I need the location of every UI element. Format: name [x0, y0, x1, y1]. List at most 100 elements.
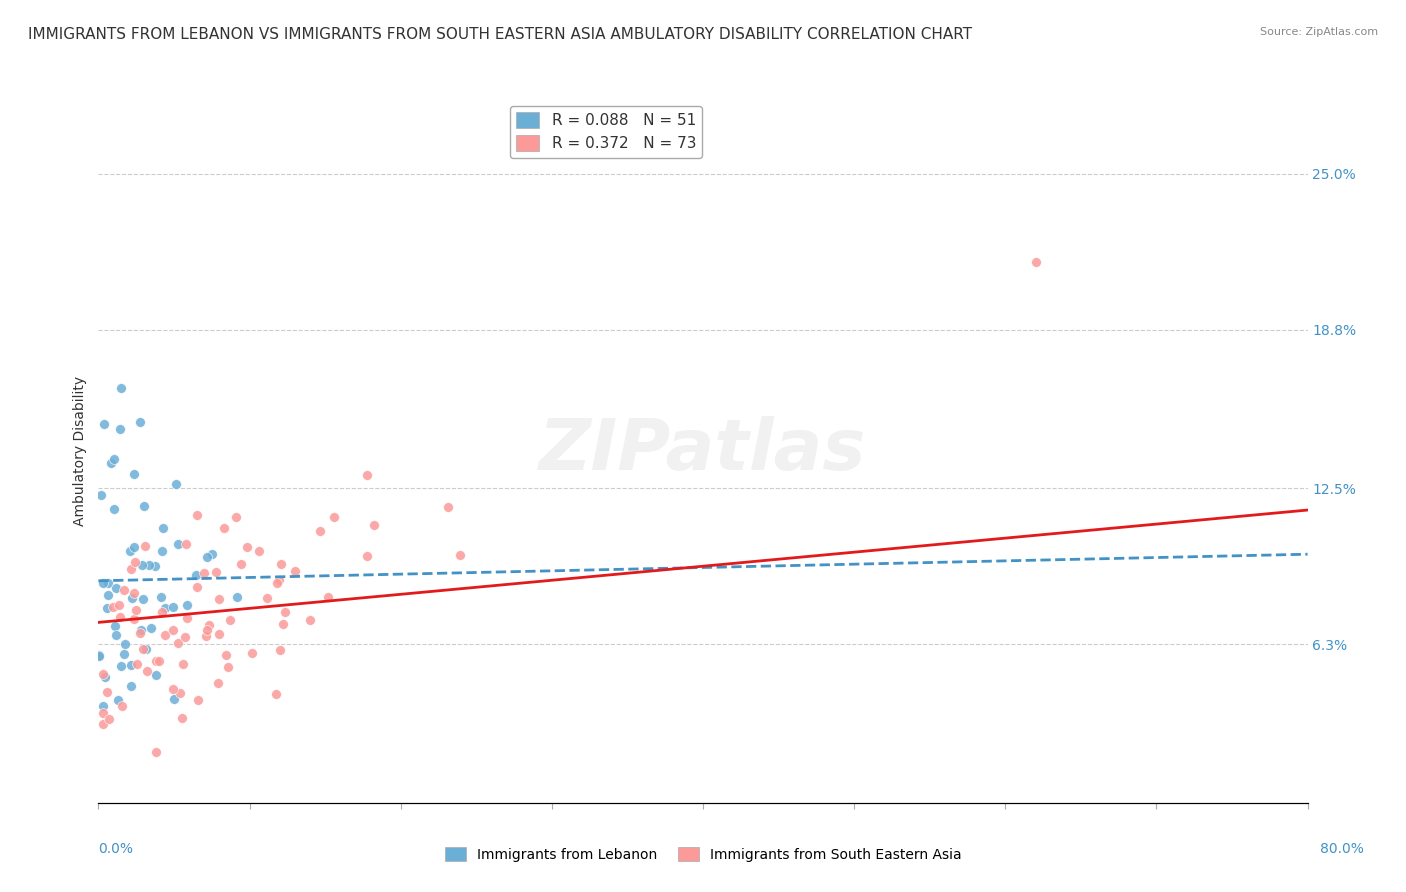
- Point: [132, 642, 155, 657]
- Point: [266, 576, 288, 591]
- Point: [270, 557, 292, 571]
- Point: [150, 605, 173, 619]
- Point: [138, 558, 160, 572]
- Point: [170, 710, 193, 724]
- Point: [98, 712, 121, 726]
- Point: [87, 649, 110, 664]
- Point: [111, 699, 134, 714]
- Point: [169, 686, 191, 700]
- Point: [103, 452, 125, 467]
- Point: [162, 623, 184, 637]
- Point: [271, 616, 294, 631]
- Point: [208, 626, 231, 640]
- Point: [145, 668, 167, 682]
- Y-axis label: Ambulatory Disability: Ambulatory Disability: [73, 376, 87, 525]
- Point: [155, 628, 177, 642]
- Point: [97, 576, 120, 591]
- Point: [129, 626, 152, 640]
- Point: [112, 648, 135, 662]
- Point: [125, 657, 148, 672]
- Point: [134, 539, 156, 553]
- Point: [256, 591, 278, 606]
- Point: [163, 691, 186, 706]
- Point: [131, 558, 153, 572]
- Point: [107, 693, 129, 707]
- Point: [121, 562, 143, 576]
- Point: [201, 547, 224, 561]
- Point: [124, 541, 146, 555]
- Point: [103, 599, 125, 614]
- Point: [208, 592, 231, 607]
- Point: [155, 601, 177, 615]
- Point: [90, 488, 112, 502]
- Text: IMMIGRANTS FROM LEBANON VS IMMIGRANTS FROM SOUTH EASTERN ASIA AMBULATORY DISABIL: IMMIGRANTS FROM LEBANON VS IMMIGRANTS FR…: [28, 27, 972, 42]
- Point: [110, 380, 132, 394]
- Point: [132, 591, 155, 606]
- Point: [167, 536, 190, 550]
- Point: [150, 544, 173, 558]
- Legend: Immigrants from Lebanon, Immigrants from South Eastern Asia: Immigrants from Lebanon, Immigrants from…: [439, 841, 967, 867]
- Point: [437, 500, 460, 515]
- Point: [91, 575, 114, 590]
- Point: [226, 590, 249, 604]
- Point: [91, 706, 114, 721]
- Point: [1024, 254, 1046, 268]
- Point: [195, 549, 218, 564]
- Point: [124, 586, 146, 600]
- Point: [187, 692, 209, 706]
- Point: [108, 610, 131, 624]
- Point: [104, 619, 127, 633]
- Point: [100, 456, 122, 470]
- Point: [356, 467, 378, 482]
- Point: [363, 517, 385, 532]
- Point: [236, 540, 259, 554]
- Point: [162, 600, 184, 615]
- Point: [108, 598, 131, 612]
- Point: [105, 628, 128, 642]
- Point: [145, 654, 167, 668]
- Point: [91, 667, 114, 681]
- Point: [214, 648, 236, 663]
- Point: [108, 422, 131, 436]
- Point: [94, 671, 117, 685]
- Text: 80.0%: 80.0%: [1320, 842, 1364, 856]
- Point: [217, 659, 239, 673]
- Point: [131, 623, 153, 637]
- Point: [139, 621, 162, 635]
- Point: [91, 716, 114, 731]
- Text: Source: ZipAtlas.com: Source: ZipAtlas.com: [1260, 27, 1378, 37]
- Point: [152, 521, 174, 535]
- Point: [308, 524, 330, 538]
- Point: [186, 508, 208, 522]
- Point: [124, 555, 146, 569]
- Point: [143, 558, 166, 573]
- Point: [184, 568, 207, 582]
- Point: [173, 630, 195, 644]
- Point: [125, 602, 148, 616]
- Point: [135, 642, 157, 657]
- Point: [165, 476, 187, 491]
- Point: [150, 590, 173, 604]
- Point: [207, 675, 229, 690]
- Point: [225, 509, 247, 524]
- Point: [104, 582, 127, 596]
- Point: [91, 698, 114, 713]
- Point: [247, 544, 270, 558]
- Point: [269, 643, 291, 657]
- Point: [132, 499, 155, 513]
- Point: [162, 681, 184, 696]
- Point: [145, 746, 167, 760]
- Point: [96, 601, 118, 615]
- Point: [197, 618, 219, 632]
- Point: [166, 636, 188, 650]
- Point: [121, 591, 143, 605]
- Point: [204, 565, 226, 579]
- Point: [264, 687, 287, 701]
- Point: [193, 566, 215, 581]
- Point: [148, 654, 170, 668]
- Point: [194, 629, 217, 643]
- Point: [274, 605, 297, 619]
- Point: [219, 613, 242, 627]
- Point: [97, 588, 120, 602]
- Point: [114, 583, 136, 598]
